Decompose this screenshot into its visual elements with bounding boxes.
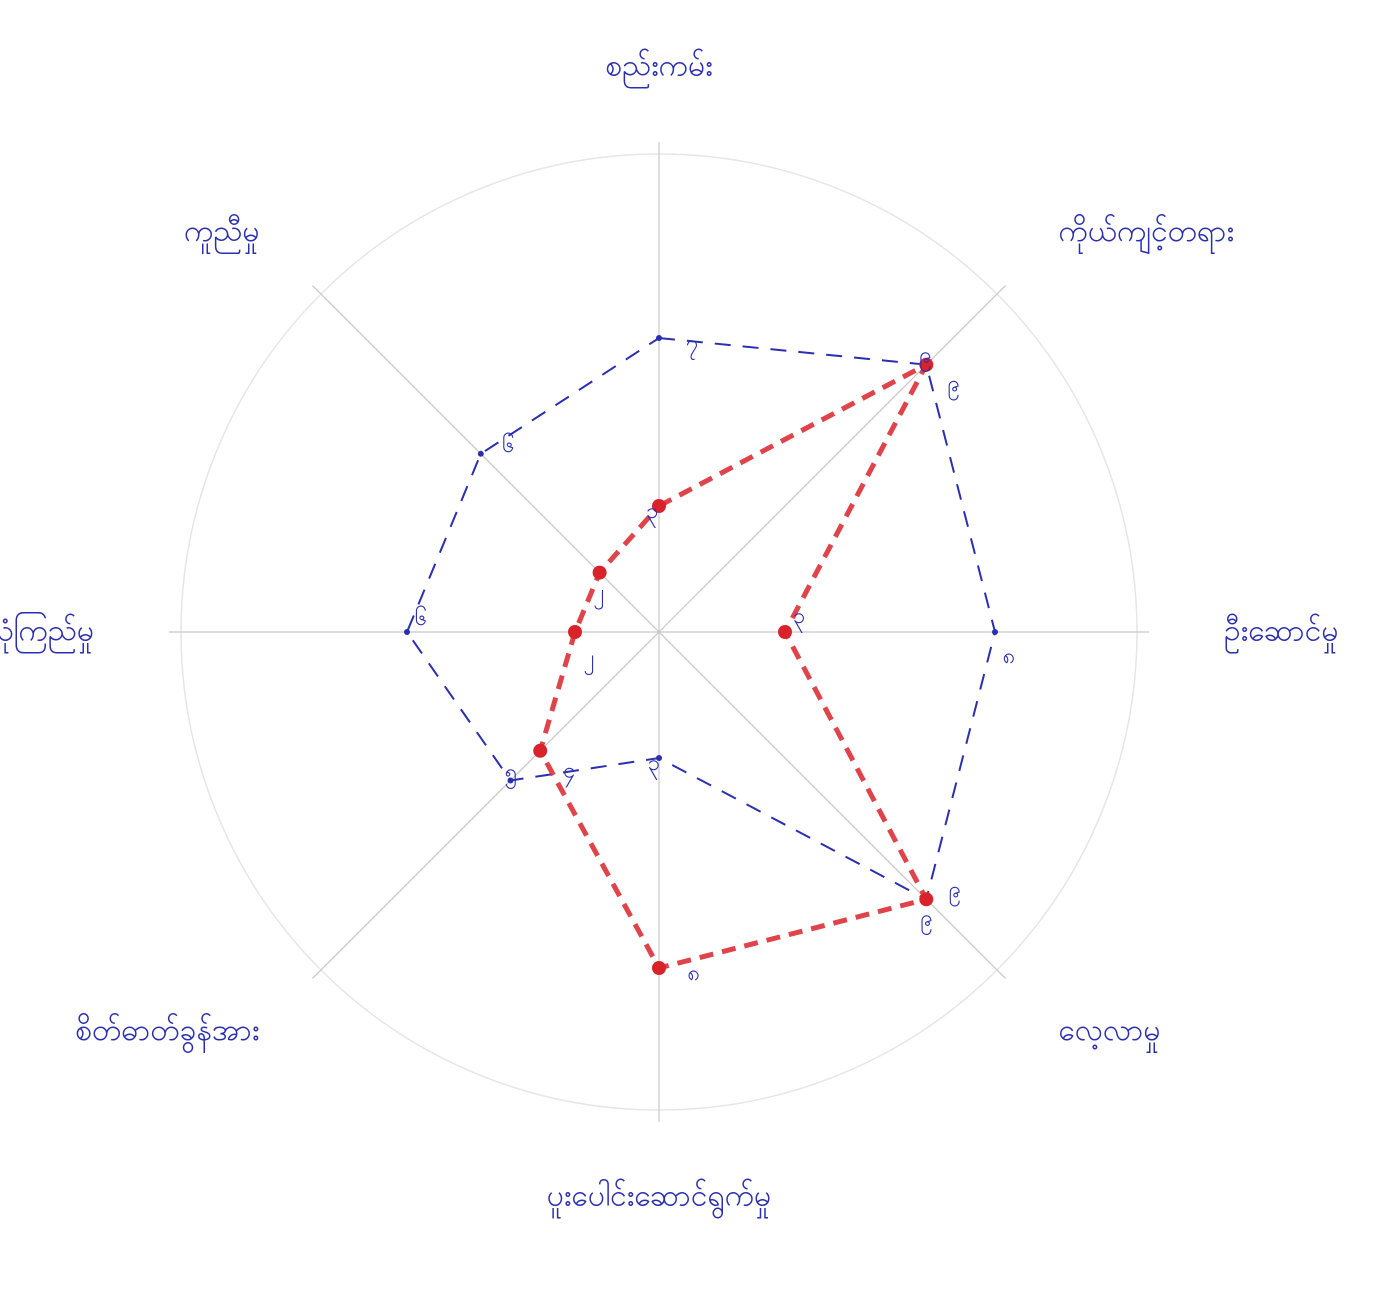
value-label: ၉ (949, 878, 961, 907)
data-point (656, 755, 662, 761)
data-point (477, 450, 484, 457)
data-point (919, 357, 934, 372)
data-point (533, 743, 548, 758)
data-point (652, 961, 666, 975)
axis-label: ယုံကြည်မှု (0, 612, 94, 655)
data-point (507, 777, 514, 784)
axis-line (658, 285, 1006, 633)
data-point (652, 499, 666, 513)
axis-line (312, 631, 660, 979)
value-label: ၆ (502, 432, 514, 458)
value-label: ၉ (919, 343, 931, 372)
data-point (656, 335, 662, 341)
data-point (568, 625, 582, 639)
data-point (992, 629, 998, 635)
value-label: ၄ (563, 759, 575, 788)
axis-label: ဦးဆောင်မှု (1224, 614, 1339, 655)
axis-line (312, 285, 660, 633)
data-point (592, 565, 607, 580)
data-point (404, 629, 410, 635)
value-label: ၉ (921, 906, 933, 935)
axis-line (658, 631, 1006, 979)
data-point (778, 625, 792, 639)
axis-label: လေ့လာမှု (1059, 1013, 1161, 1054)
value-label: ၆ (415, 605, 427, 631)
value-label: ၈ (688, 961, 701, 986)
axis-label: စိတ်ဓာတ်ခွန်အား (75, 1013, 259, 1054)
value-label: ၃ (648, 751, 660, 780)
value-label: ၅ (505, 760, 517, 789)
value-label: ၂ (593, 580, 604, 609)
value-label: ၇ (686, 331, 698, 360)
value-label: ၉ (948, 371, 960, 400)
value-label: ၂ (584, 646, 595, 675)
series-outline (537, 358, 933, 971)
axis-label: ကိုယ်ကျင့်တရား (1059, 214, 1235, 255)
value-label: ၃ (646, 499, 658, 528)
value-label: ၃ (793, 604, 805, 633)
axis-label: စည်းကမ်း (605, 49, 713, 90)
value-label: ၈ (1003, 644, 1016, 669)
axis-label: ကူညီမှု (184, 214, 260, 255)
axis-label: ပူးပေါင်းဆောင်ရွက်မှု (547, 1178, 771, 1220)
series-outline (405, 336, 997, 901)
data-point (919, 892, 934, 907)
